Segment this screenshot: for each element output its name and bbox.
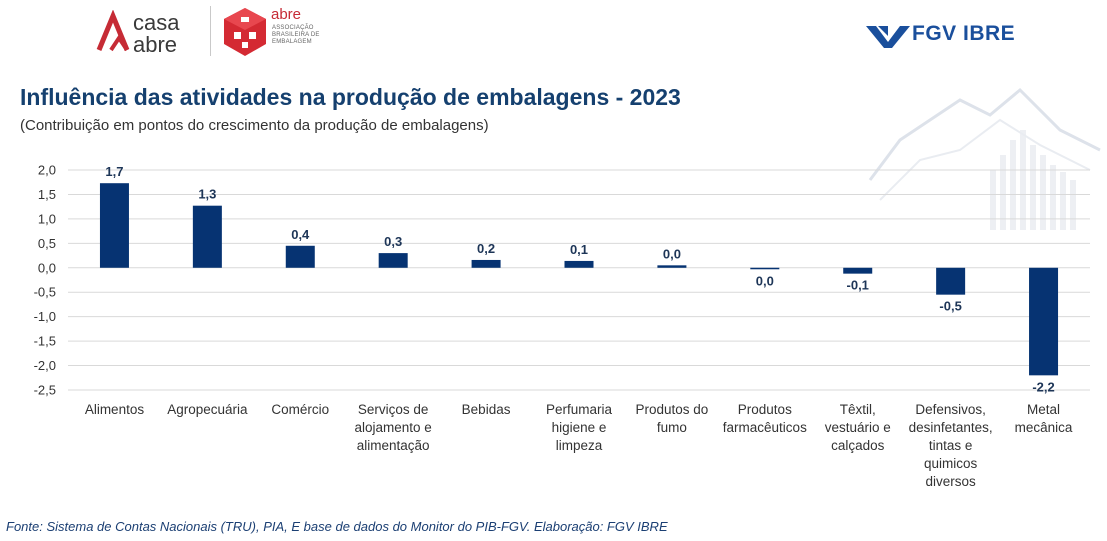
x-category-label-line: limpeza — [555, 438, 603, 453]
abre-logo-text: abre — [271, 6, 302, 23]
y-axis-ticks: 2,0 1,5 1,0 0,5 0,0 -0,5 -1,0 -1,5 -2,0 -2,5 — [34, 163, 56, 398]
x-category-label: Perfumaria higiene e limpeza — [529, 401, 629, 455]
x-category-label: Bebidas — [436, 401, 536, 419]
x-category-label: Produtos farmacêuticos — [715, 401, 815, 437]
chart-subtitle: (Contribuição em pontos do crescimento d… — [20, 117, 489, 134]
x-category-label-line: Serviços de — [357, 402, 429, 417]
data-label: -0,5 — [939, 299, 961, 314]
x-category-label-line: Comércio — [271, 402, 330, 417]
x-category-label-line: Agropecuária — [167, 402, 248, 417]
bar — [1029, 267, 1059, 376]
x-category-label-line: Alimentos — [84, 402, 145, 417]
casa-abre-logo-line2: abre — [133, 32, 177, 57]
x-category-label-line: mecânica — [1014, 420, 1073, 435]
data-label: -0,1 — [847, 278, 869, 293]
bar — [843, 267, 873, 274]
data-label: 0,0 — [756, 273, 774, 288]
x-category-label: Defensivos, desinfetantes, tintas e quimico… — [901, 401, 1001, 491]
bar — [750, 267, 780, 270]
y-tick-label: 2,0 — [38, 163, 56, 178]
y-tick-label: -2,5 — [34, 383, 56, 398]
x-category-label-line: desinfetantes, — [908, 420, 993, 435]
bar — [192, 205, 222, 268]
data-label: 0,0 — [663, 246, 681, 261]
y-tick-label: 1,0 — [38, 211, 56, 226]
y-tick-label: 1,5 — [38, 187, 56, 202]
casa-abre-logo: casa abre — [96, 9, 208, 58]
x-category-label-line: Bebidas — [461, 402, 511, 417]
x-category-label: Serviços de alojamento e alimentação — [343, 401, 443, 455]
fgv-chevron-icon — [866, 26, 910, 48]
y-tick-label: -1,5 — [34, 334, 56, 349]
bars — [99, 183, 1059, 376]
x-category-label-line: farmacêuticos — [722, 420, 807, 435]
x-category-label-line: Perfumaria — [545, 402, 613, 417]
fgv-ibre-logo: FGV IBRE — [866, 22, 1046, 52]
x-category-label: Metal mecânica — [994, 401, 1094, 437]
x-category-label-line: Produtos — [737, 402, 792, 417]
bar — [285, 245, 315, 268]
data-label: 0,4 — [291, 227, 310, 242]
source-note: Fonte: Sistema de Contas Nacionais (TRU)… — [6, 519, 668, 534]
x-category-label-line: calçados — [831, 438, 885, 453]
data-labels: 1,7 1,3 0,4 0,3 0,2 0,1 0,0 0,0 -0,1 -0,5 -2,2 — [105, 164, 1054, 394]
casa-abre-logo-line1: casa — [133, 10, 180, 35]
x-category-label: Alimentos — [64, 401, 164, 419]
logo-divider — [210, 6, 211, 56]
chart-title: Influência das atividades na produção de… — [20, 84, 681, 110]
grid-lines — [68, 169, 1090, 391]
bar-chart: 2,0 1,5 1,0 0,5 0,0 -0,5 -1,0 -1,5 -2,0 -2,5 1,7 1… — [0, 150, 1107, 500]
decorative-background-graphic — [868, 87, 1101, 230]
abre-logo: abre ASSOCIAÇÃO BRASILEIRA DE EMBALAGEM — [220, 6, 340, 58]
y-tick-label: -2,0 — [34, 358, 56, 373]
abre-cube-icon — [224, 8, 266, 56]
x-category-label-line: tintas e — [928, 438, 973, 453]
bar — [99, 183, 129, 268]
data-label: 0,2 — [477, 241, 495, 256]
x-category-label-line: alimentação — [356, 438, 430, 453]
x-category-label-line: Produtos do — [635, 402, 709, 417]
data-label: 0,1 — [570, 242, 588, 257]
bar-chart-svg: 2,01,51,00,50,0-0,5-1,0-1,5-2,0-2,5 1,71… — [34, 163, 1090, 398]
y-tick-label: -0,5 — [34, 285, 56, 300]
y-tick-label: 0,5 — [38, 236, 56, 251]
x-category-label-line: vestuário e — [824, 420, 891, 435]
casa-abre-logo-mark: casa abre — [96, 9, 180, 57]
y-tick-label: 0,0 — [38, 260, 56, 275]
x-category-label-line: quimicos — [923, 456, 978, 471]
x-category-label-line: higiene e — [551, 420, 607, 435]
x-category-label-line: Defensivos, — [915, 402, 986, 417]
x-category-label: Produtos do fumo — [622, 401, 722, 437]
y-tick-label: -1,0 — [34, 309, 56, 324]
x-category-label-line: diversos — [925, 474, 976, 489]
x-category-label: Agropecuária — [157, 401, 257, 419]
data-label: 0,3 — [384, 234, 402, 249]
data-label: 1,3 — [198, 187, 216, 202]
data-label: 1,7 — [105, 164, 123, 179]
x-category-label: Comércio — [250, 401, 350, 419]
x-category-label-line: Têxtil, — [839, 402, 876, 417]
x-category-label-line: fumo — [656, 420, 687, 435]
x-category-label-line: Metal — [1027, 402, 1061, 417]
bar — [564, 260, 594, 268]
bar — [471, 259, 501, 268]
bar — [936, 267, 966, 295]
bar — [657, 265, 687, 268]
x-category-label: Têxtil, vestuário e calçados — [808, 401, 908, 455]
fgv-ibre-logo-text: FGV IBRE — [912, 22, 1016, 45]
abre-logo-subtitle: ASSOCIAÇÃO BRASILEIRA DE EMBALAGEM — [272, 25, 320, 45]
bar — [378, 253, 408, 268]
x-category-label-line: alojamento e — [354, 420, 432, 435]
data-label: -2,2 — [1032, 379, 1054, 394]
